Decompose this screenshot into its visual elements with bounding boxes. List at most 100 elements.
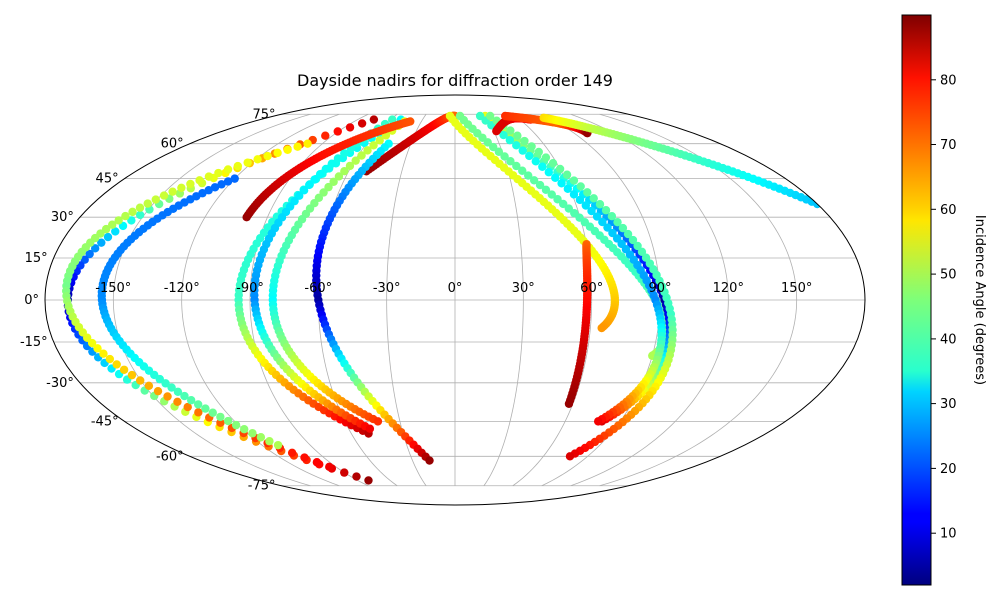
nadir-point [499, 130, 508, 140]
nadir-point [535, 180, 545, 190]
nadir-point [369, 141, 378, 150]
nadir-point [143, 199, 152, 208]
nadir-point [135, 203, 145, 212]
nadir-point [608, 228, 617, 238]
longitude-tick-label: -90° [236, 281, 264, 296]
nadir-point [299, 186, 309, 195]
nadir-point [204, 186, 213, 195]
nadir-point [99, 349, 108, 358]
nadir-point [127, 370, 137, 380]
nadir-point [425, 456, 434, 465]
nadir-point [82, 333, 92, 342]
nadir-point [607, 211, 617, 221]
nadir-point [128, 207, 137, 217]
nadir-point [597, 323, 606, 333]
nadir-point [253, 155, 262, 164]
nadir-point [633, 241, 642, 251]
nadir-point [111, 227, 120, 236]
nadir-point [534, 147, 543, 157]
nadir-point [563, 184, 573, 194]
nadir-point [151, 195, 160, 204]
colorbar-tick-label: 70 [940, 138, 957, 153]
colorbar-ticks: 10 20 30 40 50 60 70 80 [931, 73, 957, 542]
nadir-point [623, 229, 633, 239]
nadir-point [105, 354, 115, 364]
nadir-point [283, 145, 292, 154]
nadir-point [520, 136, 529, 146]
nadir-point [121, 211, 130, 221]
longitude-tick-label: 90° [648, 281, 671, 296]
colorbar-tick-label: 10 [940, 527, 957, 542]
nadir-point [217, 180, 226, 189]
colorbar-tick-label: 60 [940, 203, 957, 218]
nadir-point [575, 195, 585, 205]
nadir-point [555, 164, 565, 174]
nadir-point [589, 194, 598, 203]
nadir-point [119, 365, 129, 374]
nadir-point [618, 223, 628, 233]
latitude-tick-label: -45° [91, 414, 119, 429]
nadir-point [325, 462, 334, 472]
nadir-point [345, 161, 355, 171]
nadir-point [529, 176, 539, 185]
nadir-point [195, 176, 204, 185]
colorbar-tick-label: 30 [940, 397, 957, 412]
longitude-tick-label: 0° [448, 281, 463, 296]
nadir-point [531, 157, 541, 166]
longitude-tick-label: 30° [512, 281, 535, 296]
nadir-point [210, 183, 220, 192]
nadir-point [183, 402, 192, 412]
nadir-point [159, 191, 169, 200]
nadir-point [564, 399, 574, 408]
nadir-point [518, 146, 527, 155]
nadir-point [592, 212, 602, 221]
nadir-point [525, 151, 534, 161]
nadir-point [375, 136, 384, 145]
nadir-point [569, 176, 579, 185]
nadir-point [240, 424, 249, 434]
nadir-point [518, 166, 527, 175]
nadir-point [505, 135, 515, 145]
nadir-point [562, 170, 572, 179]
nadir-point [369, 115, 379, 124]
nadir-point [364, 476, 373, 485]
nadir-point [204, 172, 214, 181]
nadir-point [365, 424, 375, 433]
nadir-point [340, 166, 349, 176]
nadir-point [489, 142, 498, 152]
nadir-point [541, 185, 551, 195]
nadir-point [293, 142, 302, 151]
nadir-point [559, 199, 568, 209]
colorbar-label: Incidence Angle (degrees) [972, 215, 987, 385]
nadir-point [321, 164, 331, 174]
nadir-point [187, 396, 196, 405]
latitude-tick-label: -75° [248, 479, 276, 494]
nadir-point [548, 159, 558, 168]
nadir-point [231, 420, 241, 430]
nadir-point [373, 417, 383, 426]
map-boundary [44, 94, 866, 506]
nadir-point [223, 177, 233, 186]
nadir-point [194, 408, 203, 417]
nadir-point [163, 392, 172, 401]
nadir-point [601, 206, 611, 215]
colorbar-tick-label: 50 [940, 268, 957, 283]
longitude-tick-label: -30° [373, 281, 401, 296]
nadir-point [595, 200, 605, 209]
nadir-point [506, 126, 515, 135]
nadir-point [230, 174, 239, 183]
nadir-point [305, 180, 314, 190]
nadir-point [363, 146, 372, 155]
nadir-point [500, 152, 509, 161]
nadir-point [527, 142, 536, 151]
colorbar-tick-label: 20 [940, 462, 957, 477]
nadir-point [144, 381, 154, 391]
nadir-point [576, 182, 585, 191]
latitude-tick-label: -60° [156, 449, 184, 464]
nadir-point [603, 223, 612, 232]
nadir-point [345, 123, 355, 132]
nadir-point [93, 344, 102, 353]
nadir-point [97, 238, 106, 247]
